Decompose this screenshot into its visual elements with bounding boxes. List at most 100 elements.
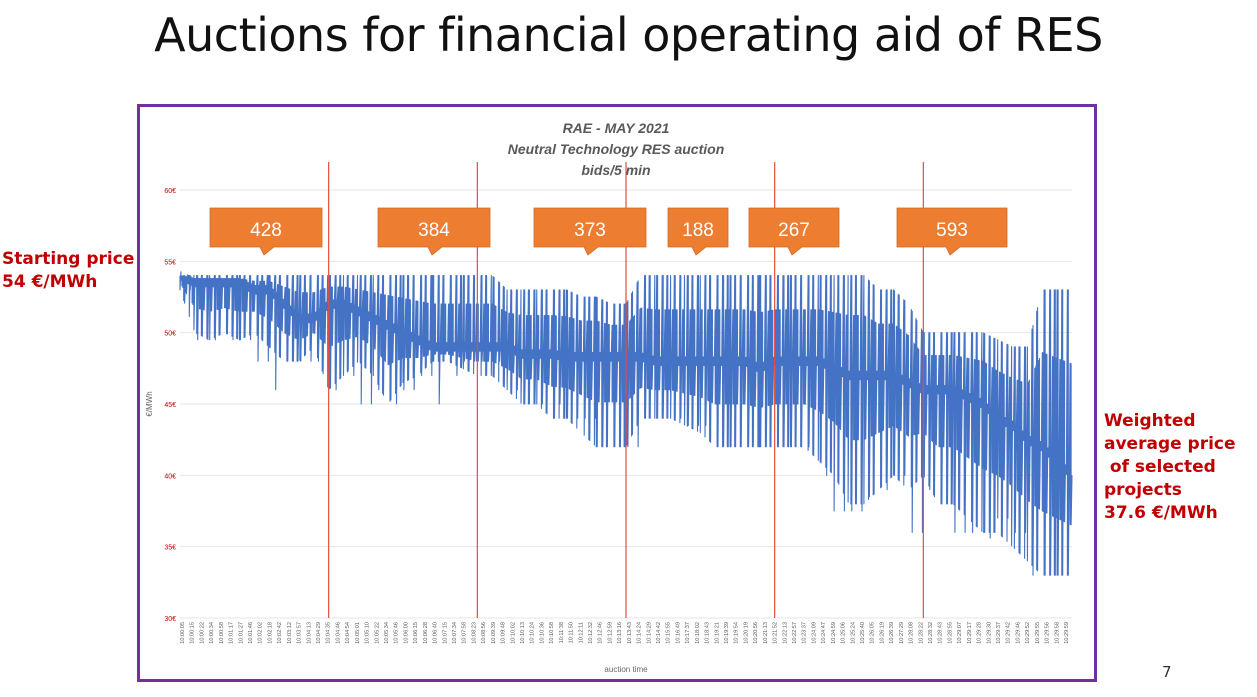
x-tick-label: 10:09:39 bbox=[491, 622, 497, 644]
x-tick-label: 10:05:46 bbox=[394, 622, 400, 644]
x-tick-label: 10:04:54 bbox=[345, 622, 351, 644]
x-tick-label: 10:07:15 bbox=[442, 622, 448, 644]
x-tick-label: 10:25:40 bbox=[860, 622, 866, 644]
x-tick-label: 10:05:10 bbox=[365, 622, 371, 644]
bid-count-callout bbox=[377, 207, 491, 256]
x-axis-label: auction time bbox=[604, 665, 648, 674]
y-tick-label: 35€ bbox=[164, 545, 176, 552]
x-tick-label: 10:19:39 bbox=[724, 622, 730, 644]
x-tick-label: 10:24:59 bbox=[831, 622, 837, 644]
weighted-note-line-4: projects bbox=[1104, 480, 1182, 500]
chart-frame: RAE - MAY 2021 Neutral Technology RES auc… bbox=[137, 104, 1097, 682]
chart-title-line-2: Neutral Technology RES auction bbox=[508, 141, 725, 157]
x-tick-label: 10:00:15 bbox=[190, 622, 196, 644]
x-tick-label: 10:01:27 bbox=[238, 622, 244, 644]
x-tick-label: 10:05:22 bbox=[374, 622, 380, 644]
x-tick-label: 10:29:56 bbox=[1045, 622, 1051, 644]
bid-count-label: 188 bbox=[682, 220, 714, 241]
x-tick-label: 10:04:29 bbox=[316, 622, 322, 644]
x-tick-label: 10:24:47 bbox=[821, 622, 827, 644]
x-tick-label: 10:00:58 bbox=[219, 622, 225, 644]
x-tick-label: 10:00:34 bbox=[209, 622, 215, 644]
bid-count-label: 267 bbox=[778, 220, 810, 241]
x-tick-label: 10:09:48 bbox=[501, 622, 507, 644]
x-tick-label: 10:13:43 bbox=[627, 622, 633, 644]
x-tick-label: 10:27:29 bbox=[899, 622, 905, 644]
x-tick-label: 10:04:35 bbox=[326, 622, 332, 644]
x-tick-label: 10:29:17 bbox=[967, 622, 973, 644]
chart-title-line-3: bids/5 min bbox=[581, 162, 650, 178]
page-number: 7 bbox=[1162, 663, 1172, 681]
x-tick-label: 10:29:07 bbox=[957, 622, 963, 644]
x-tick-label: 10:29:52 bbox=[1025, 622, 1031, 644]
x-tick-label: 10:29:59 bbox=[1064, 622, 1070, 644]
x-tick-label: 10:25:24 bbox=[850, 622, 856, 644]
x-tick-label: 10:02:18 bbox=[267, 622, 273, 644]
x-tick-label: 10:20:19 bbox=[743, 622, 749, 644]
x-tick-label: 10:05:34 bbox=[384, 622, 390, 644]
x-tick-label: 10:10:02 bbox=[510, 622, 516, 644]
x-tick-label: 10:28:55 bbox=[947, 622, 953, 644]
x-tick-label: 10:06:00 bbox=[403, 622, 409, 644]
x-tick-label: 10:28:22 bbox=[918, 622, 924, 644]
x-tick-label: 10:14:24 bbox=[637, 622, 643, 644]
starting-price-value: 54 €/MWh bbox=[2, 272, 98, 292]
bid-count-callout bbox=[533, 207, 647, 256]
x-tick-label: 10:06:28 bbox=[423, 622, 429, 644]
starting-price-note: Starting price 54 €/MWh bbox=[2, 248, 134, 294]
x-tick-label: 10:12:11 bbox=[578, 622, 584, 643]
bid-count-label: 384 bbox=[418, 220, 450, 241]
x-tick-label: 10:19:54 bbox=[734, 622, 740, 644]
x-tick-label: 10:17:37 bbox=[685, 622, 691, 644]
y-tick-label: 50€ bbox=[164, 331, 176, 338]
x-tick-label: 10:11:50 bbox=[569, 622, 575, 643]
x-tick-label: 10:02:42 bbox=[277, 622, 283, 644]
x-tick-label: 10:00:05 bbox=[180, 622, 186, 644]
x-tick-label: 10:10:24 bbox=[530, 622, 536, 644]
x-tick-label: 10:26:19 bbox=[879, 622, 885, 644]
x-tick-label: 10:04:46 bbox=[335, 622, 341, 644]
weighted-average-note: Weighted average price of selected proje… bbox=[1104, 410, 1254, 525]
x-tick-label: 10:10:58 bbox=[549, 622, 555, 644]
x-tick-label: 10:19:21 bbox=[714, 622, 720, 644]
bid-count-label: 593 bbox=[936, 220, 968, 241]
x-tick-label: 10:26:39 bbox=[889, 622, 895, 644]
x-tick-label: 10:18:43 bbox=[705, 622, 711, 644]
x-tick-label: 10:29:55 bbox=[1035, 622, 1041, 644]
x-tick-label: 10:08:56 bbox=[481, 622, 487, 644]
x-tick-label: 10:14:29 bbox=[646, 622, 652, 644]
slide-title: Auctions for financial operating aid of … bbox=[154, 8, 1103, 62]
x-tick-label: 10:24:09 bbox=[811, 622, 817, 644]
weighted-note-line-3: of selected bbox=[1104, 457, 1216, 477]
y-tick-label: 55€ bbox=[164, 259, 176, 266]
x-tick-label: 10:01:17 bbox=[229, 622, 235, 644]
chart-title-line-1: RAE - MAY 2021 bbox=[563, 120, 670, 136]
x-tick-label: 10:12:59 bbox=[607, 622, 613, 644]
bid-count-callout bbox=[667, 207, 729, 256]
price-chart: RAE - MAY 2021 Neutral Technology RES auc… bbox=[145, 120, 1073, 674]
x-tick-label: 10:29:28 bbox=[977, 622, 983, 644]
x-tick-label: 10:11:38 bbox=[559, 622, 565, 643]
y-tick-label: 45€ bbox=[164, 402, 176, 409]
weighted-note-line-1: Weighted bbox=[1104, 411, 1196, 431]
x-tick-label: 10:01:46 bbox=[248, 622, 254, 644]
y-tick-label: 30€ bbox=[164, 616, 176, 623]
y-tick-label: 40€ bbox=[164, 473, 176, 480]
x-tick-label: 10:29:30 bbox=[986, 622, 992, 644]
bid-count-label: 373 bbox=[574, 220, 606, 241]
x-tick-label: 10:03:57 bbox=[297, 622, 303, 644]
x-tick-label: 10:13:16 bbox=[617, 622, 623, 644]
x-tick-label: 10:21:13 bbox=[763, 622, 769, 644]
x-tick-label: 10:12:46 bbox=[598, 622, 604, 644]
bid-count-label: 428 bbox=[250, 220, 282, 241]
x-tick-label: 10:23:37 bbox=[802, 622, 808, 644]
weighted-note-line-2: average price bbox=[1104, 434, 1236, 454]
x-tick-label: 10:14:42 bbox=[656, 622, 662, 644]
x-tick-label: 10:15:55 bbox=[666, 622, 672, 644]
x-tick-label: 10:10:13 bbox=[520, 622, 526, 644]
x-tick-label: 10:12:32 bbox=[588, 622, 594, 644]
x-tick-label: 10:03:12 bbox=[287, 622, 293, 644]
x-tick-label: 10:10:36 bbox=[539, 622, 545, 644]
x-tick-label: 10:05:01 bbox=[355, 622, 361, 644]
x-tick-label: 10:28:32 bbox=[928, 622, 934, 644]
